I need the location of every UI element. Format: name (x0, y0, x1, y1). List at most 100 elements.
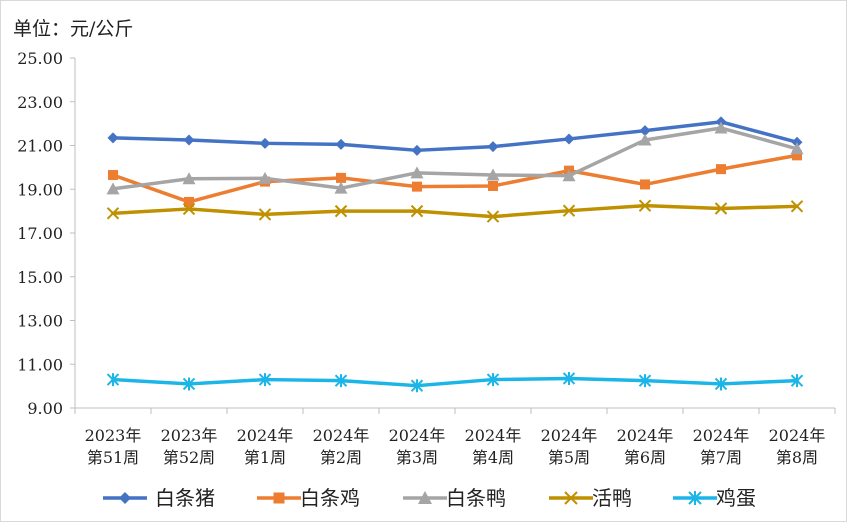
series-diamond (107, 116, 803, 156)
legend-item: 白条猪 (103, 486, 215, 510)
x-tick-label: 2024年 (465, 426, 522, 445)
data-point (335, 138, 347, 150)
data-point (106, 207, 120, 220)
x-tick-label: 第6周 (624, 448, 666, 467)
data-point (638, 199, 652, 212)
x-tick-label: 2024年 (541, 426, 598, 445)
y-tick-label: 13.00 (17, 312, 63, 331)
x-tick-label: 2024年 (389, 426, 446, 445)
data-point (688, 491, 702, 505)
data-point (334, 204, 348, 218)
data-point (334, 181, 348, 194)
data-point (411, 144, 423, 156)
data-point (106, 182, 120, 195)
y-tick-label: 17.00 (17, 224, 63, 243)
x-tick-label: 第51周 (87, 448, 139, 467)
data-point (119, 492, 131, 504)
y-tick-label: 23.00 (17, 93, 63, 112)
data-point (336, 172, 346, 183)
x-tick-label: 第5周 (548, 448, 590, 467)
data-point (790, 200, 804, 213)
data-point (486, 168, 500, 181)
data-point (716, 164, 726, 175)
x-tick-label: 第7周 (700, 448, 742, 467)
series-asterisk (106, 371, 804, 393)
data-point (182, 172, 196, 185)
data-point (418, 491, 432, 504)
data-point (183, 134, 195, 146)
data-point (790, 142, 804, 155)
x-tick-label: 2024年 (237, 426, 294, 445)
data-point (790, 374, 804, 388)
legend-label: 白条鸡 (300, 486, 360, 510)
data-point (410, 166, 424, 179)
data-point (258, 171, 272, 184)
data-point (714, 377, 728, 391)
legend-label: 白条猪 (155, 486, 215, 510)
data-point (564, 491, 578, 505)
x-tick-label: 第8周 (776, 448, 818, 467)
x-tick-label: 第4周 (472, 448, 514, 467)
legend-item: 鸡蛋 (673, 486, 756, 510)
legend-item: 白条鸭 (403, 486, 506, 510)
series-line (111, 153, 799, 204)
x-tick-label: 2024年 (693, 426, 750, 445)
legend-label: 鸡蛋 (716, 486, 756, 510)
series-line (111, 376, 799, 388)
data-point (259, 137, 271, 149)
data-point (410, 204, 424, 218)
x-tick-label: 第2周 (320, 448, 362, 467)
data-point (184, 196, 194, 207)
data-point (273, 492, 285, 504)
data-point (791, 136, 803, 148)
series-line (111, 120, 799, 153)
data-point (410, 379, 424, 393)
x-tick-label: 第52周 (163, 448, 215, 467)
x-tick-label: 2023年 (85, 426, 142, 445)
y-tick-label: 19.00 (17, 180, 63, 199)
data-point (638, 374, 652, 388)
series-line (111, 126, 799, 191)
axes: 9.00 11.00 13.00 15.00 17.00 19.00 21.00 23.00 2… (17, 49, 836, 467)
data-point (258, 208, 272, 221)
x-tick-label: 2023年 (161, 426, 218, 445)
data-point (640, 179, 650, 190)
x-tick-label: 第1周 (244, 448, 286, 467)
legend-label: 活鸭 (592, 486, 632, 510)
x-tick-label: 2024年 (313, 426, 370, 445)
data-point (562, 371, 576, 385)
y-tick-label: 9.00 (27, 399, 63, 418)
data-point (486, 373, 500, 387)
data-point (486, 210, 500, 223)
y-tick-label: 15.00 (17, 268, 63, 287)
legend-item: 白条鸡 (257, 486, 360, 510)
data-point (487, 141, 499, 153)
data-point (107, 132, 119, 144)
data-point (562, 204, 576, 217)
data-point (792, 150, 802, 161)
data-point (639, 125, 651, 137)
series-triangle (106, 121, 804, 195)
legend-label: 白条鸭 (446, 486, 506, 510)
data-point (563, 133, 575, 145)
series-x (106, 199, 804, 223)
y-tick-label: 25.00 (17, 49, 63, 68)
series-line (111, 203, 799, 219)
x-tick-label: 2024年 (617, 426, 674, 445)
y-tick-label: 21.00 (17, 137, 63, 156)
data-point (638, 133, 652, 146)
legend-item: 活鸭 (549, 486, 632, 510)
y-tick-label: 11.00 (17, 355, 63, 374)
series-layer (106, 116, 804, 393)
data-point (562, 169, 576, 182)
data-point (258, 373, 272, 387)
data-point (182, 377, 196, 391)
data-point (106, 373, 120, 387)
x-tick-label: 第3周 (396, 448, 438, 467)
data-point (488, 180, 498, 191)
x-tick-label: 2024年 (769, 426, 826, 445)
data-point (412, 181, 422, 192)
data-point (714, 121, 728, 134)
